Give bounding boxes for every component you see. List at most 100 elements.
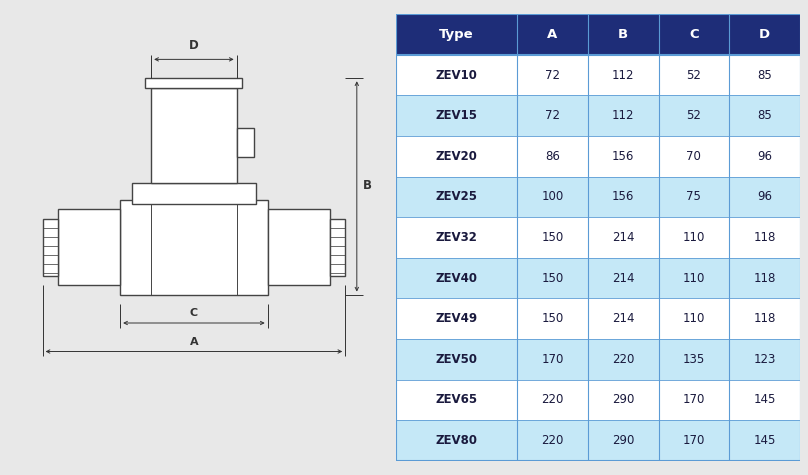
Text: 290: 290 — [612, 393, 634, 407]
Bar — [730, 136, 800, 177]
Text: 85: 85 — [757, 109, 772, 122]
Bar — [396, 55, 517, 95]
Bar — [396, 420, 517, 461]
Text: A: A — [190, 337, 198, 347]
Text: 118: 118 — [753, 231, 776, 244]
Text: ZEV20: ZEV20 — [436, 150, 478, 163]
Text: 112: 112 — [612, 68, 634, 82]
Text: 118: 118 — [753, 312, 776, 325]
Text: 110: 110 — [683, 272, 705, 285]
Bar — [659, 55, 730, 95]
Text: ZEV49: ZEV49 — [436, 312, 478, 325]
Text: 96: 96 — [757, 150, 772, 163]
Text: 156: 156 — [612, 190, 634, 203]
Text: 220: 220 — [612, 353, 634, 366]
Text: 86: 86 — [545, 150, 560, 163]
Bar — [151, 88, 237, 183]
Text: D: D — [189, 39, 199, 52]
Bar — [396, 95, 517, 136]
Text: ZEV32: ZEV32 — [436, 231, 478, 244]
Bar — [517, 258, 587, 298]
Text: 220: 220 — [541, 434, 564, 447]
Text: 70: 70 — [687, 150, 701, 163]
Text: 135: 135 — [683, 353, 705, 366]
Bar — [396, 298, 517, 339]
Bar — [730, 95, 800, 136]
Text: 145: 145 — [753, 434, 776, 447]
Bar — [517, 177, 587, 217]
Bar — [517, 339, 587, 380]
Bar — [517, 298, 587, 339]
Bar — [517, 217, 587, 258]
Text: 123: 123 — [753, 353, 776, 366]
Bar — [659, 420, 730, 461]
Bar — [587, 136, 659, 177]
Text: ZEV10: ZEV10 — [436, 68, 478, 82]
Bar — [659, 14, 730, 55]
Bar — [587, 380, 659, 420]
Bar — [517, 420, 587, 461]
Text: 112: 112 — [612, 109, 634, 122]
Text: 150: 150 — [541, 272, 564, 285]
Bar — [517, 380, 587, 420]
Text: Type: Type — [440, 28, 473, 41]
Bar — [659, 217, 730, 258]
Text: B: B — [363, 179, 372, 192]
Text: 170: 170 — [683, 393, 705, 407]
Bar — [659, 339, 730, 380]
Text: 150: 150 — [541, 312, 564, 325]
Bar — [659, 177, 730, 217]
Bar — [396, 136, 517, 177]
Bar — [237, 128, 254, 157]
Bar — [587, 177, 659, 217]
Bar — [730, 177, 800, 217]
Bar — [587, 339, 659, 380]
Bar — [730, 217, 800, 258]
Bar — [659, 298, 730, 339]
Text: ZEV80: ZEV80 — [436, 434, 478, 447]
Text: 110: 110 — [683, 231, 705, 244]
Text: ZEV40: ZEV40 — [436, 272, 478, 285]
Bar — [120, 200, 267, 294]
Text: 118: 118 — [753, 272, 776, 285]
Text: 145: 145 — [753, 393, 776, 407]
Bar — [396, 14, 517, 55]
Text: 85: 85 — [757, 68, 772, 82]
Bar — [730, 420, 800, 461]
Text: 110: 110 — [683, 312, 705, 325]
Bar — [396, 217, 517, 258]
Bar — [587, 258, 659, 298]
Bar — [396, 177, 517, 217]
Text: 75: 75 — [687, 190, 701, 203]
Text: ZEV65: ZEV65 — [436, 393, 478, 407]
Text: ZEV25: ZEV25 — [436, 190, 478, 203]
Bar — [659, 136, 730, 177]
Bar — [517, 95, 587, 136]
Bar — [132, 183, 256, 204]
Bar — [517, 14, 587, 55]
Bar — [587, 14, 659, 55]
Text: A: A — [547, 28, 558, 41]
Text: 220: 220 — [541, 393, 564, 407]
Text: 214: 214 — [612, 312, 634, 325]
Bar — [145, 78, 242, 88]
Text: 52: 52 — [687, 68, 701, 82]
Bar — [730, 298, 800, 339]
Text: ZEV15: ZEV15 — [436, 109, 478, 122]
Bar — [396, 339, 517, 380]
Bar — [659, 95, 730, 136]
Bar — [730, 258, 800, 298]
Bar — [730, 380, 800, 420]
Bar — [587, 217, 659, 258]
Text: 170: 170 — [683, 434, 705, 447]
Bar — [396, 258, 517, 298]
Bar — [659, 380, 730, 420]
Text: 214: 214 — [612, 272, 634, 285]
Bar — [587, 298, 659, 339]
Text: 214: 214 — [612, 231, 634, 244]
Text: D: D — [759, 28, 770, 41]
Bar — [587, 420, 659, 461]
Text: 290: 290 — [612, 434, 634, 447]
Text: 150: 150 — [541, 231, 564, 244]
Bar — [517, 136, 587, 177]
